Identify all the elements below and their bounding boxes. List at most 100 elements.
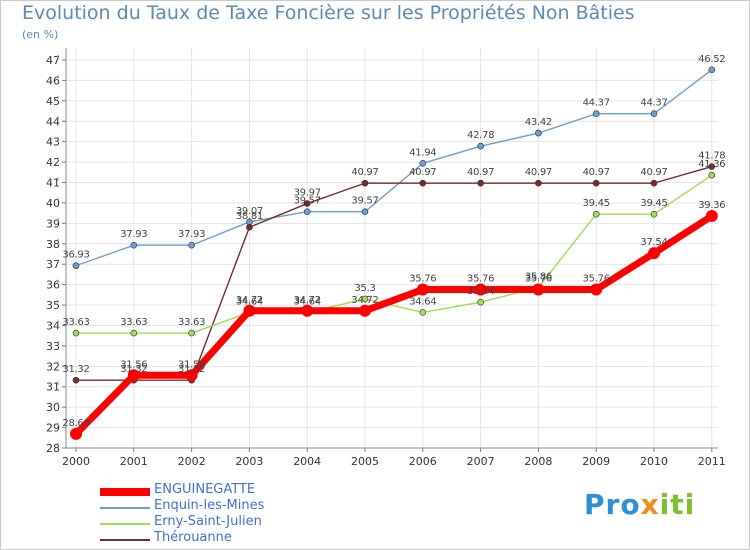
y-tick-label: 31 [46,381,60,394]
data-point [188,329,195,337]
data-point [477,179,484,187]
legend-label: Thérouanne [154,530,232,545]
data-point [648,247,660,260]
y-tick-label: 46 [46,74,60,87]
logo-part-3: iti [659,488,696,521]
data-point [419,309,427,316]
y-tick-label: 45 [46,95,60,108]
data-point [650,110,658,118]
x-tick-label: 2011 [698,455,726,468]
data-label: 31.56 [178,359,205,370]
data-label: 39.97 [294,188,321,199]
data-label: 41.78 [698,151,725,162]
x-tick-label: 2006 [409,455,437,468]
data-label: 37.54 [640,237,667,248]
series-line-1 [75,69,713,267]
data-point [419,179,427,187]
data-point [477,298,484,306]
x-tick-label: 2001 [120,455,148,468]
data-label: 40.97 [409,167,436,178]
data-label: 39.57 [351,196,378,207]
y-tick-label: 33 [46,340,60,353]
data-label: 35.86 [525,271,552,282]
data-point [72,376,80,384]
data-label: 39.36 [698,200,725,211]
data-label: 35.14 [467,286,494,297]
data-label: 31.56 [120,359,147,370]
data-point [185,369,198,382]
data-label: 39.57 [294,196,321,207]
data-point [72,329,80,337]
data-point [532,283,545,296]
data-point [535,129,542,137]
data-point [650,179,658,187]
data-point [592,179,600,187]
data-label: 40.97 [525,167,552,178]
data-label: 34.64 [409,296,436,307]
legend-swatch [100,523,150,525]
data-point [130,241,138,249]
data-label: 31.32 [62,364,89,375]
data-point [592,210,600,218]
data-label: 34.72 [294,295,321,306]
chart-subtitle: (en %) [22,28,59,41]
data-point [705,210,718,223]
data-point [70,427,82,440]
data-point [592,110,600,118]
x-tick-label: 2010 [640,455,668,468]
data-point [535,179,542,187]
x-tick-label: 2009 [582,455,610,468]
y-tick-label: 42 [46,156,60,169]
data-label: 40.97 [351,167,378,178]
legend-swatch [100,539,150,541]
y-tick-label: 41 [46,177,60,190]
data-point [416,283,429,296]
data-point [477,142,484,150]
y-tick-label: 40 [46,197,60,210]
data-point [359,304,371,317]
data-label: 35.76 [409,274,436,285]
y-tick-label: 32 [46,360,60,373]
data-label: 44.37 [640,98,667,109]
data-label: 40.97 [640,167,667,178]
y-tick-label: 35 [46,299,60,312]
data-label: 31.32 [120,364,147,375]
x-tick-label: 2000 [62,455,90,468]
data-label: 28.69 [62,418,89,429]
y-tick-label: 44 [46,115,60,128]
legend-label: Erny-Saint-Julien [154,514,262,529]
data-label: 35.76 [467,274,494,285]
data-point [708,171,716,179]
data-label: 36.93 [62,250,89,261]
data-label: 41.36 [698,159,725,170]
y-tick-label: 47 [46,54,60,67]
x-tick-label: 2005 [351,455,379,468]
y-tick-label: 39 [46,217,60,230]
series-line-2 [75,174,713,334]
data-label: 33.63 [178,317,205,328]
data-point [243,304,256,317]
y-tick-label: 37 [46,258,60,271]
data-point [361,208,369,216]
data-label: 35.76 [525,274,552,285]
data-label: 37.93 [120,229,147,240]
series-line-0 [72,212,716,438]
data-label: 33.63 [120,317,147,328]
chart-title: Evolution du Taux de Taxe Foncière sur l… [22,2,635,24]
proxiti-logo: Proxiti [584,488,695,521]
data-label: 34.64 [294,296,321,307]
data-point [361,179,369,187]
plot-area [66,48,718,448]
data-label: 35.76 [583,274,610,285]
data-point [303,208,311,216]
data-label: 34.72 [236,295,263,306]
data-point [590,283,603,296]
data-label: 43.42 [525,117,552,128]
x-tick-label: 2002 [178,455,206,468]
x-tick-label: 2008 [524,455,552,468]
legend-label: ENGUINEGATTE [154,482,256,497]
data-label: 38.81 [236,211,263,222]
legend-label: Enquin-les-Mines [154,498,265,513]
data-point [246,223,253,231]
data-label: 35.3 [354,283,375,294]
